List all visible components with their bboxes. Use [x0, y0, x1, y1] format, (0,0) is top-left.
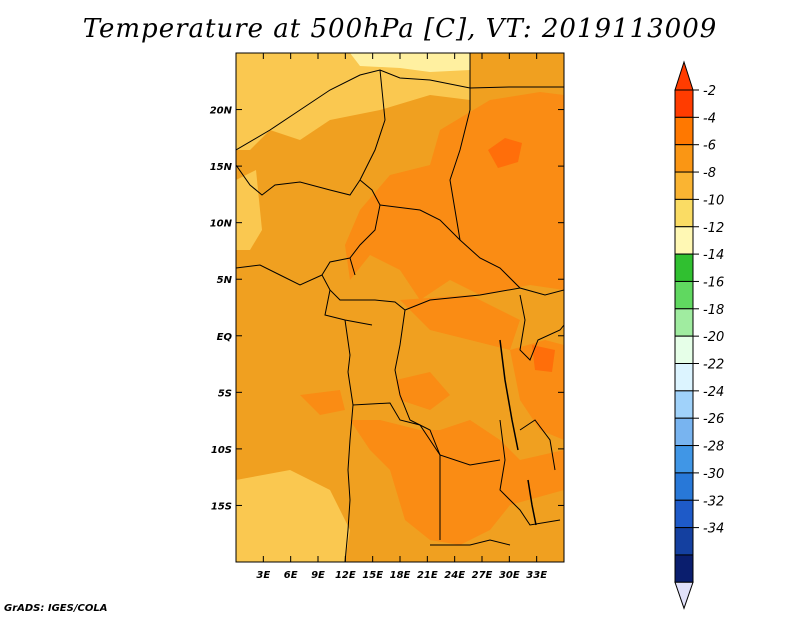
colorbar-segment	[674, 417, 694, 447]
colorbar-segment	[674, 226, 694, 255]
colorbar-segment	[674, 198, 694, 228]
lon-tick-label: 12E	[335, 570, 356, 581]
warm-region-central	[400, 295, 520, 350]
colorbar-segment	[674, 308, 694, 337]
lat-tick-label: 10N	[210, 219, 233, 230]
colorbar-segment	[674, 335, 694, 364]
border-line	[236, 264, 323, 286]
colorbar-segment	[674, 144, 694, 173]
warm-region-south	[350, 420, 564, 545]
map-axes: 20N 15N 10N 5N EQ 5S 10S 15S 3E 6E 9E 12E 15E 18E 21E 2…	[210, 53, 564, 581]
colorbar-segment	[674, 499, 694, 529]
lat-tick-label: 15S	[211, 501, 232, 512]
lat-tick-label: 5S	[218, 388, 232, 399]
lat-tick-label: 10S	[211, 445, 232, 456]
lat-tick-label: 15N	[210, 162, 233, 173]
temperature-field	[236, 53, 564, 562]
warm-region-mid	[396, 372, 450, 410]
colorbar-label: -12	[703, 221, 724, 236]
lat-tick-label: 5N	[217, 275, 233, 286]
colorbar-label: -32	[703, 494, 724, 509]
lon-tick-label: 6E	[284, 570, 298, 581]
colorbar-segment	[674, 280, 694, 310]
colorbar-label: -26	[703, 412, 724, 427]
warmest-core	[488, 138, 522, 168]
cool-region-north	[236, 53, 470, 150]
colorbar-label: -14	[703, 248, 724, 263]
colorbar-bottom-arrow	[674, 581, 694, 610]
colorbar-segment	[674, 554, 694, 583]
border-line	[394, 309, 501, 466]
map-title: Temperature at 500hPa [C], VT: 201911300…	[82, 14, 718, 44]
border-line	[430, 539, 511, 546]
warm-core-lakes	[532, 345, 555, 372]
colorbar-label: -8	[703, 166, 716, 181]
colorbar-segment	[674, 390, 694, 419]
lon-tick-label: 33E	[526, 570, 547, 581]
map-panel	[235, 52, 565, 563]
colorbar-label: -34	[703, 522, 724, 537]
colorbar-segment	[674, 171, 694, 200]
colorbar-label: -6	[703, 139, 716, 154]
warm-patch-coast	[300, 390, 345, 415]
border-line	[359, 69, 386, 181]
colorbar-segment	[674, 116, 694, 146]
border-line	[519, 294, 564, 361]
colorbar: -2 -4 -6 -8 -10 -12 -14 -16 -18 -20 -22 -24 -26 -28 -3…	[674, 60, 724, 610]
lon-tick-label: 9E	[311, 570, 325, 581]
colorbar-label: -20	[703, 330, 724, 345]
colorbar-label: -16	[703, 275, 724, 290]
lon-tick-label: 21E	[417, 570, 438, 581]
border-line	[379, 204, 564, 296]
colorbar-segment	[674, 253, 694, 282]
colorbar-segment	[674, 89, 694, 118]
lat-tick-label: 20N	[210, 106, 233, 117]
colorbar-label: -28	[703, 440, 724, 455]
lon-tick-label: 15E	[362, 570, 383, 581]
colorbar-segment	[674, 472, 694, 501]
border-line	[324, 289, 373, 326]
colorbar-label: -24	[703, 385, 724, 400]
lon-tick-label: 27E	[472, 570, 493, 581]
lat-tick-label: EQ	[217, 332, 233, 343]
border-line	[449, 109, 471, 241]
lon-tick-label: 3E	[256, 570, 270, 581]
border-line	[499, 419, 561, 526]
colorbar-label: -4	[703, 111, 716, 126]
cool-region-south	[236, 470, 350, 562]
colorbar-top-arrow	[674, 60, 694, 91]
border-line	[321, 257, 521, 311]
lon-tick-label: 30E	[499, 570, 520, 581]
lon-tick-label: 18E	[390, 570, 411, 581]
colorbar-segment	[674, 363, 694, 392]
lon-tick-label: 24E	[444, 570, 465, 581]
border-line	[236, 164, 361, 196]
colorbar-segment	[674, 527, 694, 556]
coolest-region	[350, 53, 470, 72]
border-line	[344, 319, 351, 373]
colorbar-label: -30	[703, 467, 724, 482]
lake-malawi	[527, 479, 537, 526]
colorbar-label: -2	[703, 84, 716, 99]
colorbar-segment	[674, 445, 694, 474]
colorbar-label: -18	[703, 303, 724, 318]
border-line	[344, 404, 354, 562]
border-line	[519, 419, 556, 471]
country-borders	[236, 53, 564, 562]
colorbar-label: -10	[703, 193, 724, 208]
grads-credit: GrADS: IGES/COLA	[4, 603, 108, 614]
lake-tanganyika	[499, 339, 519, 451]
colorbar-label: -22	[703, 358, 724, 373]
